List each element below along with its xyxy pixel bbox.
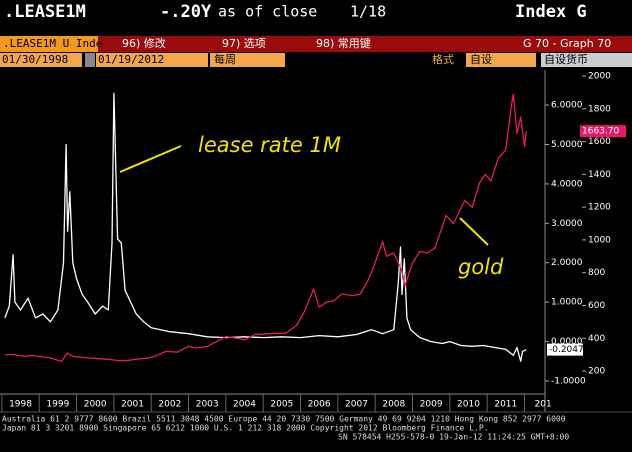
menu-item[interactable]: 96) 修改 bbox=[122, 36, 166, 50]
y2-tick-label: 1000 bbox=[588, 235, 611, 245]
field[interactable] bbox=[210, 53, 285, 67]
x-tick-label: 2002 bbox=[158, 400, 181, 410]
annotation: lease rate 1M bbox=[198, 133, 341, 157]
field[interactable] bbox=[466, 53, 536, 67]
end-value-label: 1663.70 bbox=[582, 127, 619, 137]
x-tick-label: 2009 bbox=[420, 400, 443, 410]
y2-tick-label: 200 bbox=[588, 367, 605, 377]
y-tick-label: 2.0000 bbox=[551, 258, 583, 268]
x-tick-label: 1998 bbox=[9, 400, 32, 410]
graph-id: G 70 - Graph 70 bbox=[523, 37, 611, 50]
end-value-box bbox=[580, 125, 626, 138]
footer-line: SN 578454 H255-578-0 19-Jan-12 11:24:25 … bbox=[338, 433, 569, 442]
x-tick-label: 2011 bbox=[494, 400, 517, 410]
annotation: gold bbox=[458, 255, 504, 279]
currency[interactable]: 自设货币 bbox=[544, 52, 588, 66]
format-label: 格式 bbox=[432, 52, 454, 66]
date: 1/18 bbox=[350, 3, 386, 21]
plot: 1998 1999 2000 2001 2002 2003 2004 2005 2006 2007… bbox=[0, 70, 626, 412]
y2-tick-label: 600 bbox=[588, 301, 605, 311]
security-box[interactable] bbox=[0, 36, 98, 52]
toolbar bbox=[0, 36, 632, 52]
x-tick-label: 2010 bbox=[457, 400, 480, 410]
period[interactable]: 每周 bbox=[214, 52, 236, 66]
end-date[interactable]: 01/19/2012 bbox=[98, 53, 164, 66]
change: -.20Y bbox=[160, 2, 212, 22]
y-tick-label: 3.0000 bbox=[551, 219, 583, 229]
y-tick-label: 5.0000 bbox=[551, 140, 583, 150]
y2-tick-label: 2000 bbox=[588, 72, 611, 82]
x-tick-label: 2006 bbox=[308, 400, 331, 410]
x-tick-label: 201 bbox=[535, 400, 552, 410]
y-tick-label: 0.0000 bbox=[551, 337, 583, 347]
x-tick-label: 2003 bbox=[196, 400, 219, 410]
y-tick-label: 1.0000 bbox=[551, 298, 583, 308]
footer-line: Japan 81 3 3201 8900 Singapore 65 6212 1… bbox=[2, 424, 488, 433]
security[interactable]: .LEASE1M U Inde bbox=[3, 37, 102, 50]
x-tick-label: 2008 bbox=[382, 400, 405, 410]
end-value-box bbox=[547, 343, 583, 356]
series-line bbox=[4, 92, 527, 362]
x-tick-label: 2000 bbox=[84, 400, 107, 410]
y2-tick-label: 800 bbox=[588, 268, 605, 278]
y2-tick-label: 400 bbox=[588, 334, 605, 344]
y-tick-label: -1.0000 bbox=[551, 376, 586, 386]
footer-line: Australia 61 2 9777 8600 Brazil 5511 304… bbox=[2, 415, 566, 424]
annotation-pointer bbox=[459, 217, 489, 246]
y2-tick-label: 1200 bbox=[588, 203, 611, 213]
series-line bbox=[4, 93, 527, 363]
field[interactable] bbox=[96, 53, 208, 67]
y-tick-label: 6.0000 bbox=[551, 101, 583, 111]
end-value-label: -0.2047 bbox=[549, 345, 584, 355]
format[interactable]: 自设 bbox=[470, 53, 492, 66]
y-tick-label: 4.0000 bbox=[551, 179, 583, 189]
index-label: Index G bbox=[515, 2, 587, 22]
menu-item[interactable]: 97) 选项 bbox=[222, 37, 266, 50]
x-tick-label: 2004 bbox=[233, 400, 256, 410]
x-tick-label: 2007 bbox=[345, 400, 368, 410]
annotation-pointer bbox=[119, 145, 182, 173]
y2-tick-label: 1800 bbox=[588, 104, 611, 114]
field[interactable] bbox=[0, 53, 82, 67]
ticker: .LEASE1M bbox=[4, 2, 86, 22]
x-tick-label: 2001 bbox=[121, 400, 144, 410]
menu-item[interactable]: 98) 常用键 bbox=[316, 36, 371, 50]
y2-tick-label: 1600 bbox=[588, 137, 611, 147]
x-tick-label: 2005 bbox=[270, 400, 293, 410]
start-date[interactable]: 01/30/1998 bbox=[2, 53, 68, 66]
as-of: as of close bbox=[218, 3, 317, 21]
x-tick-label: 1999 bbox=[46, 400, 69, 410]
field[interactable] bbox=[541, 53, 632, 67]
calendar-icon[interactable] bbox=[85, 53, 95, 67]
y2-tick-label: 1400 bbox=[588, 170, 611, 180]
